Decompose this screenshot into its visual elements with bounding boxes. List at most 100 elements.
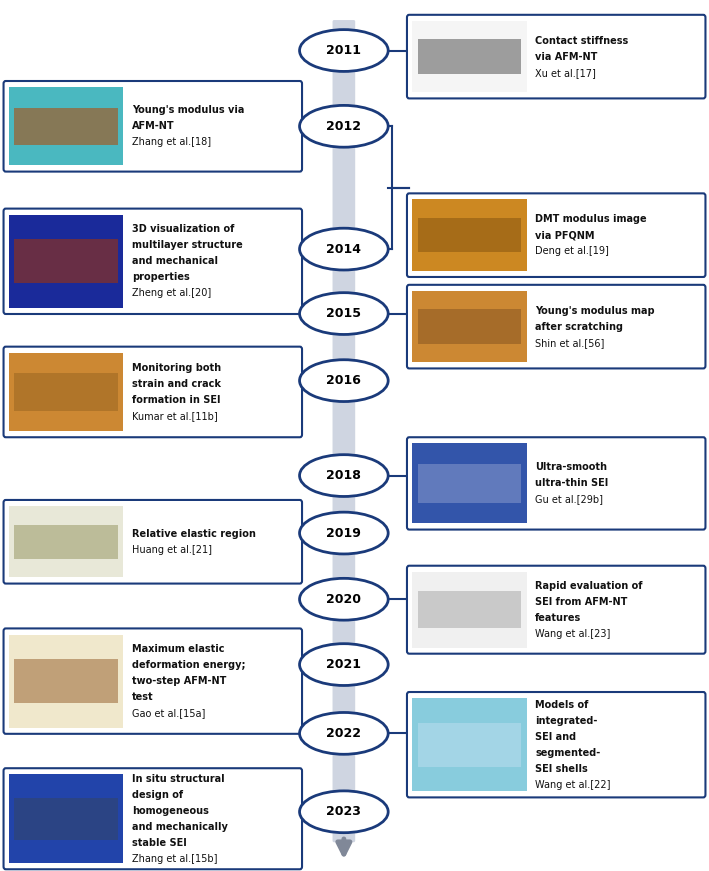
Text: Monitoring both: Monitoring both bbox=[132, 363, 221, 373]
Bar bbox=[14, 524, 118, 559]
Bar bbox=[418, 464, 521, 503]
Text: features: features bbox=[535, 612, 581, 623]
FancyBboxPatch shape bbox=[333, 20, 355, 842]
Text: design of: design of bbox=[132, 790, 183, 800]
Ellipse shape bbox=[299, 512, 389, 554]
Text: Maximum elastic: Maximum elastic bbox=[132, 644, 224, 654]
Ellipse shape bbox=[299, 791, 389, 833]
Text: Ultra-smooth: Ultra-smooth bbox=[535, 463, 608, 472]
Text: 2014: 2014 bbox=[326, 243, 362, 255]
Text: Relative elastic region: Relative elastic region bbox=[132, 529, 256, 539]
Ellipse shape bbox=[299, 455, 389, 496]
Bar bbox=[9, 87, 123, 165]
Text: 2023: 2023 bbox=[326, 806, 362, 818]
Bar bbox=[9, 215, 123, 308]
Bar bbox=[9, 353, 123, 431]
Bar bbox=[418, 723, 521, 766]
Text: Zheng et al.[20]: Zheng et al.[20] bbox=[132, 288, 211, 299]
Text: strain and crack: strain and crack bbox=[132, 379, 221, 389]
Text: via AFM-NT: via AFM-NT bbox=[535, 51, 598, 62]
Text: stable SEI: stable SEI bbox=[132, 838, 186, 847]
Bar bbox=[412, 443, 527, 523]
Text: test: test bbox=[132, 692, 154, 702]
FancyBboxPatch shape bbox=[407, 566, 705, 653]
Bar bbox=[9, 634, 123, 728]
FancyBboxPatch shape bbox=[407, 437, 705, 530]
Bar bbox=[14, 240, 118, 283]
Bar bbox=[412, 21, 527, 92]
FancyBboxPatch shape bbox=[4, 768, 302, 869]
Ellipse shape bbox=[299, 712, 389, 754]
Text: 2012: 2012 bbox=[326, 120, 362, 132]
Text: 2018: 2018 bbox=[326, 469, 362, 482]
Text: ultra-thin SEI: ultra-thin SEI bbox=[535, 478, 608, 489]
FancyBboxPatch shape bbox=[4, 629, 302, 733]
Text: deformation energy;: deformation energy; bbox=[132, 660, 245, 670]
Text: Young's modulus map: Young's modulus map bbox=[535, 306, 655, 315]
Text: 2019: 2019 bbox=[326, 527, 362, 539]
Text: Gao et al.[15a]: Gao et al.[15a] bbox=[132, 708, 205, 719]
Ellipse shape bbox=[299, 360, 389, 402]
Bar bbox=[14, 373, 118, 411]
Text: Zhang et al.[15b]: Zhang et al.[15b] bbox=[132, 854, 218, 864]
FancyBboxPatch shape bbox=[407, 692, 705, 798]
Bar bbox=[9, 774, 123, 863]
Text: Huang et al.[21]: Huang et al.[21] bbox=[132, 544, 212, 555]
Text: formation in SEI: formation in SEI bbox=[132, 395, 220, 405]
Text: SEI from AFM-NT: SEI from AFM-NT bbox=[535, 597, 627, 607]
FancyBboxPatch shape bbox=[4, 209, 302, 314]
Text: 2016: 2016 bbox=[326, 375, 362, 387]
Bar bbox=[14, 659, 118, 703]
Text: multilayer structure: multilayer structure bbox=[132, 240, 242, 250]
Text: Wang et al.[22]: Wang et al.[22] bbox=[535, 780, 610, 790]
Text: 3D visualization of: 3D visualization of bbox=[132, 224, 234, 234]
Text: 2021: 2021 bbox=[326, 658, 362, 671]
Bar bbox=[418, 39, 521, 74]
FancyBboxPatch shape bbox=[4, 500, 302, 584]
Bar bbox=[412, 571, 527, 648]
Bar bbox=[418, 218, 521, 253]
Text: Shin et al.[56]: Shin et al.[56] bbox=[535, 338, 605, 348]
Text: segmented-: segmented- bbox=[535, 747, 601, 758]
Text: Kumar et al.[11b]: Kumar et al.[11b] bbox=[132, 411, 218, 421]
FancyBboxPatch shape bbox=[407, 285, 705, 368]
Text: 2011: 2011 bbox=[326, 44, 362, 57]
Text: 2015: 2015 bbox=[326, 307, 362, 320]
Text: Deng et al.[19]: Deng et al.[19] bbox=[535, 246, 609, 256]
Ellipse shape bbox=[299, 228, 389, 270]
Text: DMT modulus image: DMT modulus image bbox=[535, 214, 647, 224]
Text: Contact stiffness: Contact stiffness bbox=[535, 36, 629, 45]
FancyBboxPatch shape bbox=[407, 193, 705, 277]
Text: Xu et al.[17]: Xu et al.[17] bbox=[535, 68, 596, 78]
Bar bbox=[14, 798, 118, 840]
Ellipse shape bbox=[299, 578, 389, 620]
Text: two-step AFM-NT: two-step AFM-NT bbox=[132, 676, 226, 686]
Text: Gu et al.[29b]: Gu et al.[29b] bbox=[535, 495, 603, 504]
Text: 2020: 2020 bbox=[326, 593, 362, 605]
Text: and mechanical: and mechanical bbox=[132, 256, 218, 267]
FancyBboxPatch shape bbox=[4, 347, 302, 437]
Bar bbox=[418, 309, 521, 344]
Text: In situ structural: In situ structural bbox=[132, 773, 225, 784]
Ellipse shape bbox=[299, 293, 389, 334]
Bar bbox=[14, 107, 118, 145]
Bar bbox=[412, 199, 527, 271]
Text: 2022: 2022 bbox=[326, 727, 362, 739]
Text: and mechanically: and mechanically bbox=[132, 821, 228, 832]
Text: SEI shells: SEI shells bbox=[535, 764, 588, 773]
Bar bbox=[412, 699, 527, 791]
Bar bbox=[412, 291, 527, 362]
Bar bbox=[418, 591, 521, 628]
Ellipse shape bbox=[299, 644, 389, 685]
Text: Wang et al.[23]: Wang et al.[23] bbox=[535, 629, 610, 638]
Ellipse shape bbox=[299, 105, 389, 147]
Text: properties: properties bbox=[132, 273, 189, 282]
Text: Rapid evaluation of: Rapid evaluation of bbox=[535, 581, 643, 591]
Text: after scratching: after scratching bbox=[535, 321, 623, 332]
Text: homogeneous: homogeneous bbox=[132, 806, 208, 816]
Text: via PFQNM: via PFQNM bbox=[535, 230, 595, 240]
Text: Models of: Models of bbox=[535, 699, 588, 710]
Text: Young's modulus via: Young's modulus via bbox=[132, 105, 244, 115]
Text: SEI and: SEI and bbox=[535, 732, 576, 742]
Text: AFM-NT: AFM-NT bbox=[132, 121, 174, 132]
